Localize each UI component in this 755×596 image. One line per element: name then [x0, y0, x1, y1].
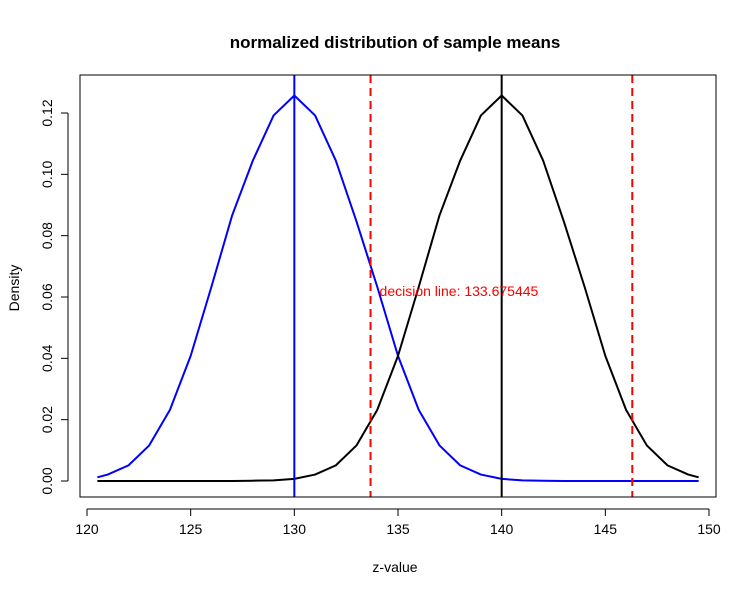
y-tick-label: 0.08	[39, 222, 55, 249]
y-axis-label: Density	[6, 265, 22, 312]
x-tick-label: 150	[697, 521, 721, 537]
decision-line-annotation: decision line: 133.675445	[380, 283, 539, 299]
x-tick-label: 125	[179, 521, 203, 537]
x-axis-label: z-value	[372, 559, 417, 575]
plot-frame	[79, 74, 717, 498]
y-tick-label: 0.00	[39, 467, 55, 494]
x-tick-label: 145	[594, 521, 618, 537]
y-tick-label: 0.02	[39, 406, 55, 433]
density-curve-2	[97, 94, 699, 482]
x-tick-label: 135	[386, 521, 410, 537]
chart-title: normalized distribution of sample means	[230, 33, 561, 52]
y-tick-label: 0.10	[39, 160, 55, 187]
x-tick-label: 130	[283, 521, 307, 537]
y-tick-label: 0.06	[39, 283, 55, 310]
y-tick-label: 0.12	[39, 99, 55, 126]
x-tick-label: 120	[75, 521, 99, 537]
y-tick-label: 0.04	[39, 344, 55, 371]
x-tick-label: 140	[490, 521, 514, 537]
